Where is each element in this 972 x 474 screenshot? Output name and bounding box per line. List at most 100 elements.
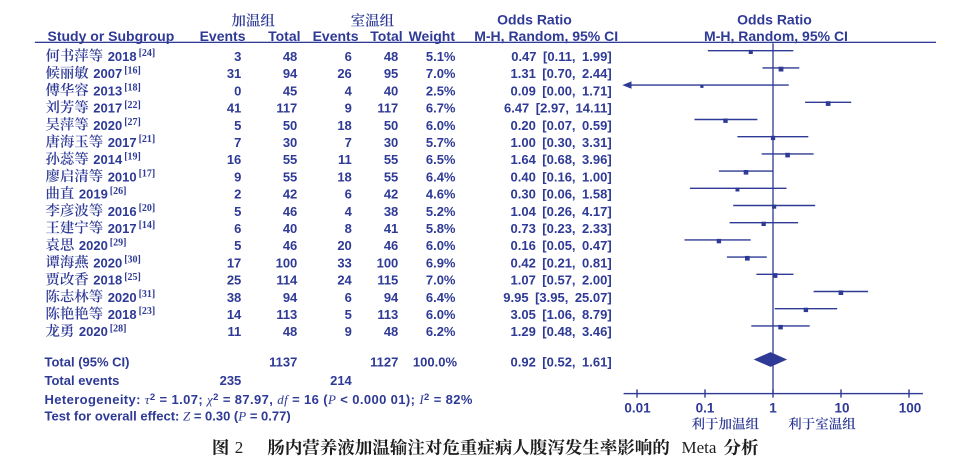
svg-text:94: 94 — [283, 290, 298, 305]
svg-text:46: 46 — [384, 238, 398, 253]
svg-text:2017: 2017 — [108, 135, 137, 150]
svg-text:1.31 [0.70, 2.44]: 1.31 [0.70, 2.44] — [511, 66, 612, 81]
svg-text:5: 5 — [234, 204, 241, 219]
svg-text:2020: 2020 — [79, 238, 108, 253]
svg-text:0.40 [0.16, 1.00]: 0.40 [0.16, 1.00] — [511, 169, 612, 184]
svg-text:6: 6 — [345, 49, 352, 64]
svg-text:95: 95 — [384, 66, 398, 81]
svg-text:11: 11 — [338, 152, 352, 167]
svg-text:55: 55 — [283, 152, 297, 167]
svg-text:6.4%: 6.4% — [426, 290, 456, 305]
svg-text:17: 17 — [227, 255, 241, 270]
svg-text:41: 41 — [384, 221, 398, 236]
svg-text:2020: 2020 — [93, 255, 122, 270]
svg-text:100: 100 — [899, 401, 922, 416]
svg-text:38: 38 — [384, 204, 398, 219]
svg-text:45: 45 — [283, 83, 297, 98]
svg-text:6.9%: 6.9% — [426, 255, 456, 270]
svg-text:18: 18 — [337, 118, 351, 133]
svg-text:26: 26 — [337, 66, 351, 81]
svg-text:7: 7 — [234, 135, 241, 150]
svg-text:40: 40 — [283, 221, 297, 236]
svg-text:[16]: [16] — [124, 65, 141, 76]
svg-text:114: 114 — [276, 273, 298, 288]
svg-text:94: 94 — [384, 290, 399, 305]
svg-text:113: 113 — [276, 307, 297, 322]
svg-text:1127: 1127 — [370, 354, 398, 369]
svg-text:6.0%: 6.0% — [426, 307, 456, 322]
svg-text:16: 16 — [227, 152, 241, 167]
svg-text:5: 5 — [234, 118, 241, 133]
svg-text:46: 46 — [283, 204, 297, 219]
svg-text:[19]: [19] — [124, 151, 141, 162]
svg-text:5: 5 — [234, 238, 241, 253]
svg-text:2020: 2020 — [108, 290, 137, 305]
svg-text:2019: 2019 — [79, 187, 108, 202]
svg-text:[28]: [28] — [110, 323, 127, 334]
svg-text:3: 3 — [234, 49, 241, 64]
svg-text:M-H, Random, 95% CI: M-H, Random, 95% CI — [474, 28, 618, 44]
svg-text:6.0%: 6.0% — [426, 238, 456, 253]
svg-text:2007: 2007 — [93, 66, 122, 81]
svg-text:8: 8 — [345, 221, 352, 236]
svg-text:2017: 2017 — [108, 221, 137, 236]
svg-text:M-H, Random, 95% CI: M-H, Random, 95% CI — [704, 28, 848, 44]
svg-text:5.7%: 5.7% — [426, 135, 456, 150]
svg-text:50: 50 — [283, 118, 297, 133]
svg-text:2016: 2016 — [108, 204, 137, 219]
svg-text:0.92 [0.52, 1.61]: 0.92 [0.52, 1.61] — [511, 354, 612, 369]
svg-text:0.73 [0.23, 2.33]: 0.73 [0.23, 2.33] — [511, 221, 612, 236]
svg-text:20: 20 — [337, 238, 351, 253]
svg-text:5: 5 — [345, 307, 352, 322]
svg-text:48: 48 — [283, 324, 297, 339]
svg-text:7.0%: 7.0% — [426, 66, 456, 81]
svg-text:11: 11 — [228, 324, 242, 339]
svg-text:25: 25 — [227, 273, 241, 288]
svg-text:[30]: [30] — [124, 255, 141, 266]
svg-text:38: 38 — [227, 290, 241, 305]
svg-text:94: 94 — [283, 66, 298, 81]
svg-text:2018: 2018 — [108, 307, 137, 322]
svg-text:0.30 [0.06, 1.58]: 0.30 [0.06, 1.58] — [511, 187, 612, 202]
svg-text:Heterogeneity: τ2 = 1.07; χ2 =: Heterogeneity: τ2 = 1.07; χ2 = 87.97, df… — [45, 392, 473, 407]
svg-text:[14]: [14] — [139, 220, 156, 231]
svg-text:0.20 [0.07, 0.59]: 0.20 [0.07, 0.59] — [511, 118, 612, 133]
svg-text:[29]: [29] — [110, 237, 127, 248]
svg-text:117: 117 — [276, 101, 297, 116]
svg-text:[17]: [17] — [139, 169, 156, 180]
svg-text:6.2%: 6.2% — [426, 324, 456, 339]
svg-text:2: 2 — [235, 438, 244, 457]
svg-text:1.00 [0.30, 3.31]: 1.00 [0.30, 3.31] — [511, 135, 612, 150]
svg-text:2020: 2020 — [79, 324, 108, 339]
svg-text:5.1%: 5.1% — [426, 49, 456, 64]
svg-text:9: 9 — [345, 324, 352, 339]
svg-text:0.47 [0.11, 1.99]: 0.47 [0.11, 1.99] — [511, 49, 611, 64]
svg-text:10: 10 — [834, 401, 849, 416]
svg-text:Events: Events — [313, 28, 359, 44]
svg-text:18: 18 — [337, 169, 351, 184]
svg-text:55: 55 — [384, 152, 398, 167]
svg-text:6: 6 — [345, 187, 352, 202]
svg-text:4.6%: 4.6% — [426, 187, 456, 202]
svg-text:33: 33 — [337, 255, 351, 270]
svg-text:2010: 2010 — [108, 169, 137, 184]
svg-text:[18]: [18] — [124, 83, 141, 94]
svg-text:214: 214 — [330, 373, 352, 388]
svg-text:50: 50 — [384, 118, 398, 133]
svg-text:55: 55 — [283, 169, 297, 184]
svg-text:Events: Events — [200, 28, 246, 44]
svg-text:Test for overall effect: Z = 0: Test for overall effect: Z = 0.30 (P = 0… — [45, 408, 291, 423]
svg-text:5.8%: 5.8% — [426, 221, 456, 236]
svg-text:7: 7 — [345, 135, 352, 150]
svg-text:9.95 [3.95, 25.07]: 9.95 [3.95, 25.07] — [503, 290, 611, 305]
svg-text:1.29 [0.48, 3.46]: 1.29 [0.48, 3.46] — [511, 324, 612, 339]
svg-text:6.4%: 6.4% — [426, 169, 456, 184]
svg-text:Odds Ratio: Odds Ratio — [737, 12, 812, 28]
svg-text:2013: 2013 — [93, 83, 122, 98]
svg-text:55: 55 — [384, 169, 398, 184]
svg-text:2020: 2020 — [93, 118, 122, 133]
svg-text:31: 31 — [227, 66, 241, 81]
svg-text:4: 4 — [345, 204, 353, 219]
svg-text:9: 9 — [234, 169, 241, 184]
svg-text:1.07 [0.57, 2.00]: 1.07 [0.57, 2.00] — [511, 273, 612, 288]
